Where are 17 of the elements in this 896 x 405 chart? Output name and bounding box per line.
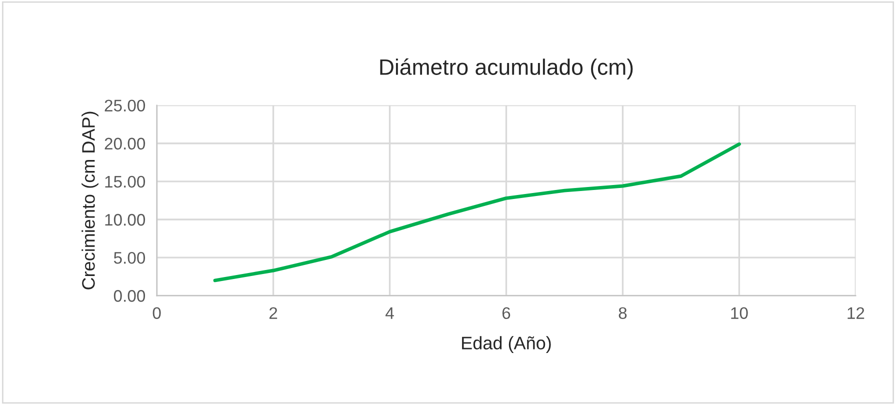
y-axis-title: Crecimiento (cm DAP) <box>82 112 98 290</box>
y-tick-label: 25.00 <box>104 100 146 112</box>
y-tick-label: 5.00 <box>114 252 146 264</box>
y-tick-label: 20.00 <box>104 138 146 150</box>
x-tick-label: 8 <box>618 307 627 320</box>
x-tick-label: 12 <box>848 307 864 319</box>
y-tick-label: 0.00 <box>114 290 146 302</box>
x-tick-label: 2 <box>269 307 278 319</box>
x-axis-title: Edad (Año) <box>462 336 551 354</box>
x-tick-label: 6 <box>502 307 510 320</box>
x-tick-label: 4 <box>386 307 394 319</box>
chart-title: Diámetro acumulado (cm) <box>380 58 633 80</box>
x-tick-label: 10 <box>731 307 748 320</box>
x-tick-label: 0 <box>152 307 161 320</box>
line-series <box>213 142 741 282</box>
y-tick-label: 15.00 <box>105 176 146 188</box>
y-tick-label: 10.00 <box>105 214 146 226</box>
